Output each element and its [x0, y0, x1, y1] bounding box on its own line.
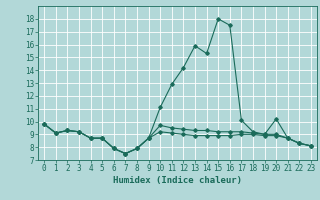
X-axis label: Humidex (Indice chaleur): Humidex (Indice chaleur)	[113, 176, 242, 185]
